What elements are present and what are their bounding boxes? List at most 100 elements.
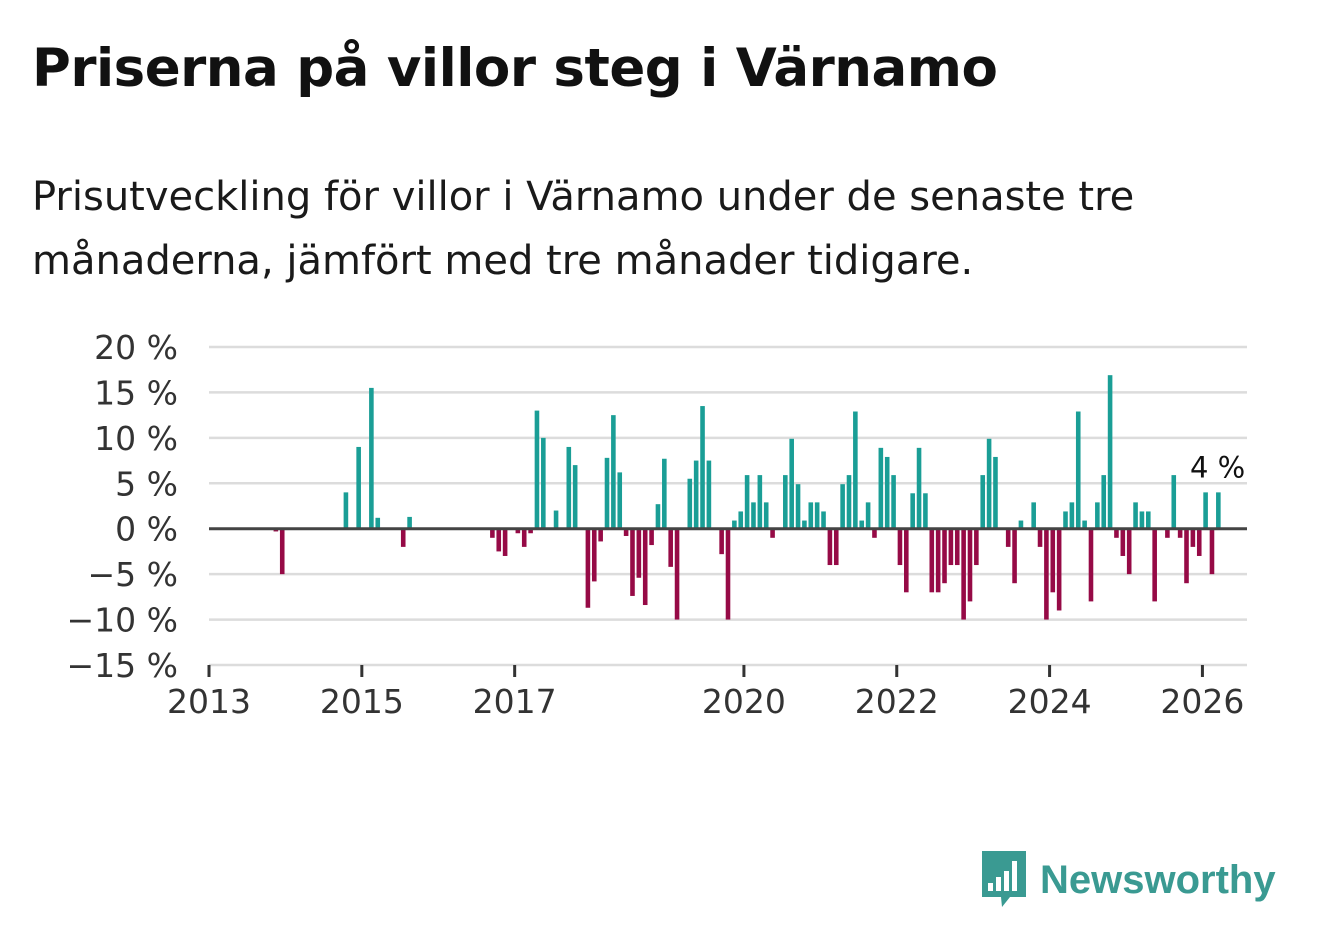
bar bbox=[1050, 528, 1056, 593]
bar bbox=[719, 528, 724, 555]
bar bbox=[279, 528, 285, 575]
bar bbox=[407, 516, 412, 529]
bar bbox=[528, 528, 533, 534]
bar bbox=[916, 447, 922, 529]
bar bbox=[598, 528, 603, 542]
bar bbox=[942, 528, 947, 584]
bar bbox=[891, 475, 896, 529]
bar bbox=[993, 456, 998, 529]
bar bbox=[738, 511, 744, 529]
bar bbox=[744, 475, 750, 529]
bar bbox=[668, 528, 673, 567]
bar bbox=[840, 484, 845, 529]
bar bbox=[986, 438, 992, 529]
bar bbox=[1101, 475, 1107, 529]
y-tick-label: −5 % bbox=[88, 555, 179, 594]
y-tick-label: −15 % bbox=[67, 646, 179, 685]
bar bbox=[1095, 502, 1100, 529]
bar bbox=[1165, 528, 1170, 538]
bar bbox=[732, 520, 737, 529]
bar bbox=[541, 437, 546, 529]
bar bbox=[884, 456, 890, 529]
bar bbox=[649, 528, 654, 546]
bar bbox=[910, 493, 915, 529]
bar bbox=[878, 447, 884, 529]
bar bbox=[1088, 528, 1094, 602]
y-tick-label: 10 % bbox=[94, 419, 178, 458]
bar bbox=[369, 387, 374, 529]
bar bbox=[642, 528, 648, 606]
y-tick-label: −10 % bbox=[67, 601, 179, 640]
bar bbox=[591, 528, 597, 582]
bar bbox=[859, 520, 865, 529]
bar bbox=[1056, 528, 1062, 611]
bar bbox=[343, 492, 349, 529]
bar bbox=[1120, 528, 1126, 556]
bar bbox=[1216, 492, 1221, 529]
bar bbox=[935, 528, 941, 593]
bar bbox=[636, 528, 642, 578]
bar bbox=[521, 528, 527, 547]
bar bbox=[923, 493, 928, 529]
bar bbox=[1184, 528, 1189, 584]
bar bbox=[795, 484, 801, 529]
x-tick-label: 2024 bbox=[1008, 682, 1092, 721]
bar bbox=[356, 446, 361, 529]
bar bbox=[1075, 411, 1081, 529]
bar bbox=[502, 528, 508, 556]
y-tick-label: 15 % bbox=[94, 373, 178, 412]
bar bbox=[1018, 520, 1024, 529]
bar bbox=[700, 406, 705, 529]
y-tick-label: 5 % bbox=[115, 464, 178, 503]
bar bbox=[1209, 528, 1215, 575]
bar bbox=[808, 502, 814, 529]
bar bbox=[967, 528, 973, 602]
bar bbox=[400, 528, 406, 547]
bar bbox=[974, 528, 979, 566]
bar bbox=[515, 528, 521, 534]
bar bbox=[604, 457, 610, 529]
bar bbox=[1069, 502, 1075, 529]
bar bbox=[706, 460, 712, 529]
bar bbox=[763, 502, 769, 529]
x-tick-label: 2026 bbox=[1160, 682, 1244, 721]
bar bbox=[1177, 528, 1183, 538]
bar bbox=[961, 528, 966, 620]
bar bbox=[1146, 511, 1151, 529]
x-tick-label: 2020 bbox=[702, 682, 786, 721]
bar bbox=[789, 438, 794, 529]
chart-annotations: 4 % bbox=[1190, 450, 1245, 484]
bar bbox=[833, 528, 839, 566]
bar bbox=[1012, 528, 1017, 584]
bar bbox=[585, 528, 591, 608]
bar bbox=[630, 528, 635, 596]
bar bbox=[929, 528, 935, 593]
bar bbox=[1037, 528, 1043, 547]
bar bbox=[1133, 502, 1138, 529]
bar bbox=[572, 465, 578, 529]
bar bbox=[897, 528, 903, 566]
bar bbox=[490, 528, 495, 538]
chart-bars bbox=[209, 375, 1247, 620]
bar bbox=[553, 510, 559, 529]
bar bbox=[904, 528, 909, 593]
y-tick-label: 20 % bbox=[94, 328, 178, 367]
bar bbox=[751, 502, 756, 529]
bar bbox=[865, 502, 871, 529]
bar bbox=[725, 528, 731, 620]
bar bbox=[1005, 528, 1011, 547]
bar bbox=[1196, 528, 1202, 556]
value-annotation: 4 % bbox=[1190, 450, 1245, 484]
bar bbox=[1139, 511, 1145, 529]
x-tick-label: 2017 bbox=[473, 682, 557, 721]
chart-subtitle: Prisutveckling för villor i Värnamo unde… bbox=[32, 174, 1135, 284]
bar bbox=[662, 458, 667, 529]
bar bbox=[375, 517, 381, 529]
bar bbox=[1063, 511, 1068, 529]
bar bbox=[802, 520, 807, 529]
bar bbox=[1152, 528, 1157, 602]
bar bbox=[954, 528, 960, 566]
bar bbox=[534, 410, 540, 529]
bar bbox=[1171, 475, 1177, 529]
bar bbox=[853, 411, 858, 529]
